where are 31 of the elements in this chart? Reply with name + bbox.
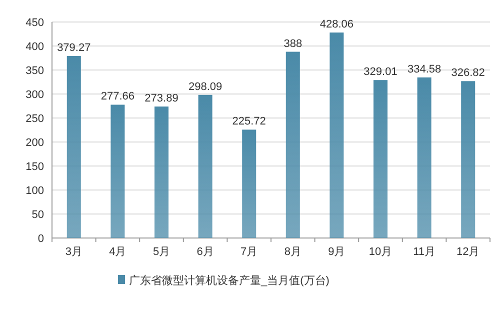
xtick: 11月 — [413, 246, 436, 258]
label: 334.58 — [407, 63, 442, 76]
ytick: 300 — [26, 89, 44, 101]
ytick: 350 — [26, 65, 44, 77]
label: 388 — [284, 38, 302, 50]
xtick: 6月 — [196, 246, 214, 258]
xtick: 4月 — [109, 246, 126, 258]
label: 329.01 — [364, 66, 398, 78]
label: 379.27 — [57, 42, 91, 54]
xtick: 7月 — [240, 246, 258, 258]
ytick: 400 — [26, 41, 44, 53]
label: 225.72 — [232, 116, 266, 128]
ytick: 0 — [38, 233, 44, 245]
label: 428.06 — [320, 18, 354, 31]
ytick: 200 — [26, 137, 44, 149]
label: 298.09 — [188, 80, 222, 93]
legend: 广东省微型计算机设备产量_当月值(万台) — [129, 275, 330, 287]
label: 326.82 — [451, 67, 485, 80]
xtick: 3月 — [65, 246, 82, 258]
ytick: 150 — [26, 161, 44, 173]
label: 277.66 — [100, 90, 135, 103]
xtick: 5月 — [152, 246, 170, 258]
ytick: 100 — [26, 185, 44, 197]
label: 273.89 — [144, 92, 178, 105]
xtick: 8月 — [284, 246, 302, 258]
xtick: 9月 — [328, 246, 346, 258]
ytick: 450 — [26, 17, 44, 29]
ytick: 50 — [32, 209, 44, 221]
xtick: 12月 — [456, 246, 480, 258]
xtick: 10月 — [368, 246, 392, 258]
ytick: 250 — [26, 113, 44, 125]
